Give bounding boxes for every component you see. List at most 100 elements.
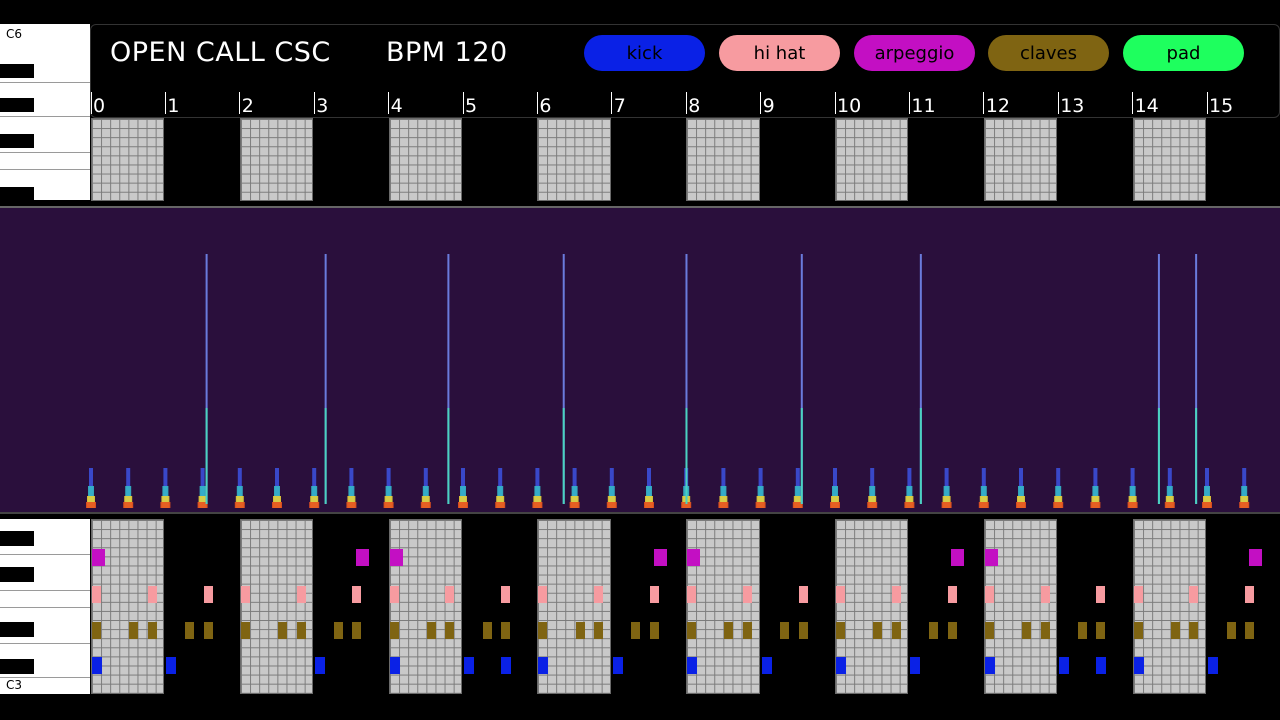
hihat-note[interactable]	[147, 586, 157, 603]
hihat-note[interactable]	[947, 586, 957, 603]
kick-note[interactable]	[836, 657, 846, 674]
hihat-note[interactable]	[92, 586, 101, 603]
claves-note[interactable]	[650, 622, 659, 639]
beat-grid-block[interactable]	[388, 519, 462, 694]
beat-grid-block[interactable]	[91, 118, 165, 201]
arpeggio-note[interactable]	[1248, 549, 1262, 566]
claves-note[interactable]	[296, 622, 306, 639]
beat-grid-block[interactable]	[388, 118, 462, 201]
hihat-note[interactable]	[798, 586, 808, 603]
beat-grid-block[interactable]	[835, 118, 909, 201]
hihat-note[interactable]	[203, 586, 213, 603]
claves-note[interactable]	[240, 622, 250, 639]
hihat-note[interactable]	[1245, 586, 1255, 603]
claves-note[interactable]	[92, 622, 101, 639]
hihat-note[interactable]	[836, 586, 845, 603]
arpeggio-note[interactable]	[951, 549, 965, 566]
claves-note[interactable]	[1226, 622, 1236, 639]
claves-note[interactable]	[780, 622, 790, 639]
arpeggio-note[interactable]	[92, 549, 105, 566]
beat-grid-block[interactable]	[239, 519, 314, 694]
beat-grid-block[interactable]	[537, 118, 611, 201]
hihat-note[interactable]	[687, 586, 697, 603]
claves-note[interactable]	[743, 622, 752, 639]
kick-note[interactable]	[501, 657, 512, 674]
claves-note[interactable]	[501, 622, 511, 639]
hihat-note[interactable]	[1133, 586, 1143, 603]
kick-note[interactable]	[538, 657, 549, 674]
hihat-note[interactable]	[538, 586, 548, 603]
arpeggio-note[interactable]	[984, 549, 998, 566]
kick-note[interactable]	[761, 657, 772, 674]
hihat-note[interactable]	[891, 586, 901, 603]
kick-note[interactable]	[315, 657, 326, 674]
hihat-note[interactable]	[594, 586, 604, 603]
beat-grid-block[interactable]	[91, 519, 165, 694]
beat-grid-block[interactable]	[983, 118, 1058, 201]
kick-note[interactable]	[92, 657, 102, 674]
hihat-note[interactable]	[296, 586, 306, 603]
claves-note[interactable]	[947, 622, 957, 639]
claves-note[interactable]	[798, 622, 808, 639]
hihat-note[interactable]	[389, 586, 399, 603]
claves-note[interactable]	[836, 622, 845, 639]
claves-note[interactable]	[352, 622, 362, 639]
claves-note[interactable]	[185, 622, 194, 639]
claves-note[interactable]	[1022, 622, 1031, 639]
claves-note[interactable]	[984, 622, 994, 639]
hihat-note[interactable]	[1096, 586, 1106, 603]
kick-note[interactable]	[984, 657, 995, 674]
arpeggio-note[interactable]	[653, 549, 667, 566]
kick-note[interactable]	[687, 657, 698, 674]
claves-note[interactable]	[631, 622, 641, 639]
hihat-note[interactable]	[501, 586, 511, 603]
hihat-note[interactable]	[240, 586, 250, 603]
claves-note[interactable]	[1170, 622, 1180, 639]
claves-note[interactable]	[426, 622, 436, 639]
beat-grid-block[interactable]	[686, 519, 760, 694]
claves-note[interactable]	[1096, 622, 1106, 639]
claves-note[interactable]	[1077, 622, 1087, 639]
kick-note[interactable]	[1133, 657, 1144, 674]
arpeggio-note[interactable]	[687, 549, 701, 566]
claves-note[interactable]	[333, 622, 343, 639]
beat-grid-block[interactable]	[1132, 519, 1206, 694]
claves-note[interactable]	[278, 622, 287, 639]
claves-note[interactable]	[445, 622, 455, 639]
legend-button-pad[interactable]: pad	[1123, 35, 1244, 71]
beat-grid-block[interactable]	[835, 519, 909, 694]
beat-grid-block[interactable]	[983, 519, 1058, 694]
claves-note[interactable]	[129, 622, 139, 639]
kick-note[interactable]	[166, 657, 177, 674]
claves-note[interactable]	[687, 622, 697, 639]
beat-grid-block[interactable]	[686, 118, 760, 201]
kick-note[interactable]	[612, 657, 623, 674]
claves-note[interactable]	[594, 622, 604, 639]
kick-note[interactable]	[389, 657, 400, 674]
hihat-note[interactable]	[743, 586, 752, 603]
hihat-note[interactable]	[650, 586, 659, 603]
claves-note[interactable]	[873, 622, 883, 639]
legend-button-arpeggio[interactable]: arpeggio	[854, 35, 975, 71]
claves-note[interactable]	[538, 622, 548, 639]
claves-note[interactable]	[1189, 622, 1199, 639]
legend-button-hi-hat[interactable]: hi hat	[719, 35, 840, 71]
hihat-note[interactable]	[1189, 586, 1199, 603]
claves-note[interactable]	[482, 622, 492, 639]
claves-note[interactable]	[203, 622, 213, 639]
kick-note[interactable]	[910, 657, 921, 674]
claves-note[interactable]	[724, 622, 734, 639]
arpeggio-note[interactable]	[356, 549, 370, 566]
hihat-note[interactable]	[445, 586, 455, 603]
legend-button-kick[interactable]: kick	[584, 35, 705, 71]
beat-grid-block[interactable]	[537, 519, 611, 694]
kick-note[interactable]	[1059, 657, 1070, 674]
beat-grid-block[interactable]	[239, 118, 314, 201]
claves-note[interactable]	[1133, 622, 1143, 639]
hihat-note[interactable]	[352, 586, 362, 603]
claves-note[interactable]	[1245, 622, 1255, 639]
claves-note[interactable]	[929, 622, 938, 639]
claves-note[interactable]	[891, 622, 901, 639]
legend-button-claves[interactable]: claves	[988, 35, 1109, 71]
claves-note[interactable]	[575, 622, 585, 639]
